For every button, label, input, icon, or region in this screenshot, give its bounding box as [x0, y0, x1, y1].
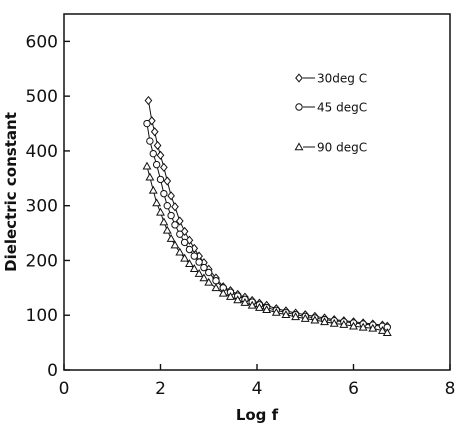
- data-point: [291, 312, 301, 321]
- data-point: [156, 175, 165, 184]
- legend-marker: [294, 142, 304, 151]
- data-point: [226, 291, 235, 300]
- data-point: [163, 201, 171, 210]
- data-point: [233, 295, 243, 304]
- data-point: [320, 317, 330, 326]
- data-point: [150, 127, 159, 137]
- x-tick-label: 6: [348, 379, 359, 399]
- data-point: [254, 302, 264, 311]
- data-point: [185, 245, 194, 254]
- data-point: [180, 253, 190, 262]
- data-point: [162, 225, 172, 234]
- legend-label: 90 degC: [317, 141, 367, 155]
- data-point: [167, 211, 175, 220]
- legend-label: 45 degC: [317, 101, 367, 115]
- y-tick-label: 0: [47, 361, 58, 381]
- data-point: [247, 300, 257, 309]
- series-layer: [142, 95, 392, 337]
- data-point: [159, 217, 169, 226]
- data-point: [171, 202, 179, 212]
- y-tick-label: 100: [26, 306, 58, 326]
- data-point: [180, 238, 189, 247]
- data-point: [240, 298, 250, 306]
- legend-item: 90 degC: [294, 141, 367, 155]
- y-axis-label: Dielectric constant: [2, 112, 20, 272]
- data-point: [180, 226, 189, 237]
- data-point: [339, 319, 349, 328]
- data-point: [368, 323, 378, 332]
- data-point: [156, 207, 165, 216]
- data-point: [377, 325, 387, 334]
- data-point: [358, 322, 368, 331]
- data-point: [175, 216, 184, 226]
- data-point: [145, 172, 155, 181]
- data-point: [190, 252, 198, 260]
- data-point: [212, 277, 220, 285]
- y-tick-label: 600: [26, 32, 58, 52]
- x-tick-label: 4: [252, 379, 263, 399]
- data-point: [204, 277, 214, 286]
- legend-item: 45 degC: [295, 101, 367, 115]
- y-tick-label: 400: [26, 142, 58, 162]
- data-point: [160, 162, 168, 172]
- data-point: [143, 119, 151, 128]
- x-tick-label: 2: [155, 379, 166, 399]
- data-point: [166, 233, 176, 242]
- x-tick-label: 8: [445, 379, 456, 399]
- data-point: [262, 305, 272, 314]
- data-point: [146, 137, 154, 145]
- data-point: [300, 313, 310, 322]
- data-point: [144, 95, 153, 106]
- plot-frame: [63, 13, 451, 371]
- y-tick-label: 500: [26, 87, 58, 107]
- data-point: [149, 149, 157, 158]
- data-point: [205, 268, 213, 277]
- data-point: [218, 288, 228, 297]
- data-point: [142, 161, 152, 170]
- data-point: [152, 160, 161, 169]
- data-point: [171, 221, 179, 229]
- axis-ticks: 0 2 4 6 8 0 100 200 300 400 500 600: [26, 32, 456, 399]
- data-point: [148, 185, 158, 194]
- data-point: [156, 150, 165, 160]
- data-point: [170, 240, 180, 249]
- data-point: [200, 263, 208, 272]
- data-point: [211, 283, 221, 292]
- data-point: [160, 189, 168, 198]
- data-point: [310, 315, 320, 324]
- series-line: [147, 100, 388, 327]
- y-tick-label: 200: [26, 251, 58, 271]
- data-point: [147, 116, 156, 126]
- data-point: [152, 198, 162, 207]
- data-point: [167, 191, 175, 201]
- series-triangle: [142, 161, 392, 337]
- data-point: [281, 310, 291, 318]
- data-point: [194, 268, 204, 277]
- data-point: [329, 318, 339, 327]
- data-point: [195, 258, 203, 266]
- data-point: [382, 328, 392, 337]
- legend-item: 30deg C: [295, 72, 367, 86]
- data-point: [199, 273, 209, 282]
- y-tick-label: 300: [26, 197, 58, 217]
- data-point: [176, 230, 184, 238]
- legend-marker: [295, 103, 303, 111]
- legend-marker: [295, 73, 303, 83]
- data-point: [271, 307, 281, 316]
- data-point: [175, 247, 185, 256]
- data-point: [184, 259, 194, 268]
- data-point: [163, 176, 172, 186]
- data-point: [153, 140, 162, 151]
- legend-label: 30deg C: [317, 72, 367, 86]
- x-tick-label: 0: [59, 379, 70, 399]
- series-diamond: [144, 95, 392, 331]
- data-point: [189, 264, 199, 272]
- legend: 30deg C 45 degC 90 degC: [294, 72, 367, 155]
- data-point: [349, 321, 358, 330]
- x-axis-label: Log f: [236, 406, 279, 424]
